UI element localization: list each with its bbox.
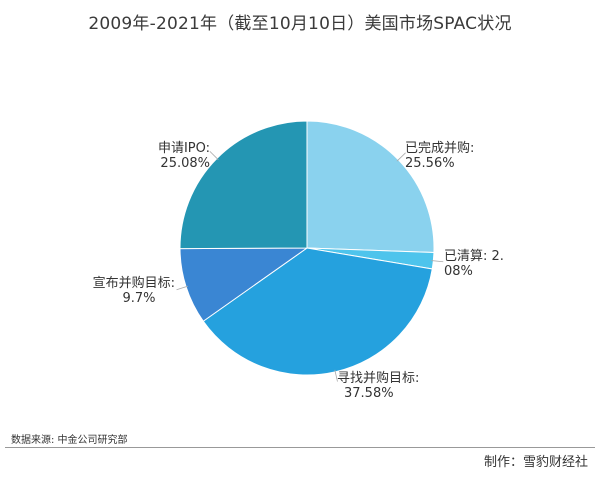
slice-label-completed-name: 已完成并购: — [405, 141, 475, 156]
slice-label-completed-value: 25.56% — [405, 156, 455, 171]
slice-label-seeking-target-name: 寻找并购目标: — [337, 371, 420, 386]
leader-line-announced-target — [176, 285, 189, 291]
slice-label-liquidated: 已清算: 2. 08% — [444, 249, 504, 279]
slice-label-seeking-target-value: 37.58% — [344, 386, 394, 401]
slice-label-announced-target-name: 宣布并购目标: — [92, 276, 175, 291]
slice-label-announced-target: 宣布并购目标: 9.7% — [78, 276, 175, 306]
chart-title: 2009年-2021年（截至10月10日）美国市场SPAC状况 — [88, 14, 512, 34]
producer-credit: 制作：雪豹财经社 — [483, 455, 588, 470]
leader-line-ipo-filing — [209, 151, 219, 161]
slice-label-liquidated-name: 已清算: 2. — [444, 249, 504, 264]
slice-label-ipo-filing: 申请IPO: 25.08% — [140, 141, 210, 171]
footer-divider — [5, 447, 595, 448]
leader-line-liquidated — [431, 260, 444, 263]
leader-line-seeking-target — [334, 369, 338, 382]
data-source-note: 数据来源: 中金公司研究部 — [11, 435, 128, 446]
slice-label-announced-target-value: 9.7% — [122, 291, 156, 306]
slice-label-ipo-filing-value: 25.08% — [160, 156, 210, 171]
slice-label-ipo-filing-name: 申请IPO: — [157, 141, 210, 156]
slice-label-seeking-target: 寻找并购目标: 37.58% — [337, 371, 419, 401]
slice-label-completed: 已完成并购: 25.56% — [405, 141, 474, 171]
slice-label-liquidated-value: 08% — [444, 264, 473, 279]
leader-line-completed — [396, 152, 406, 162]
